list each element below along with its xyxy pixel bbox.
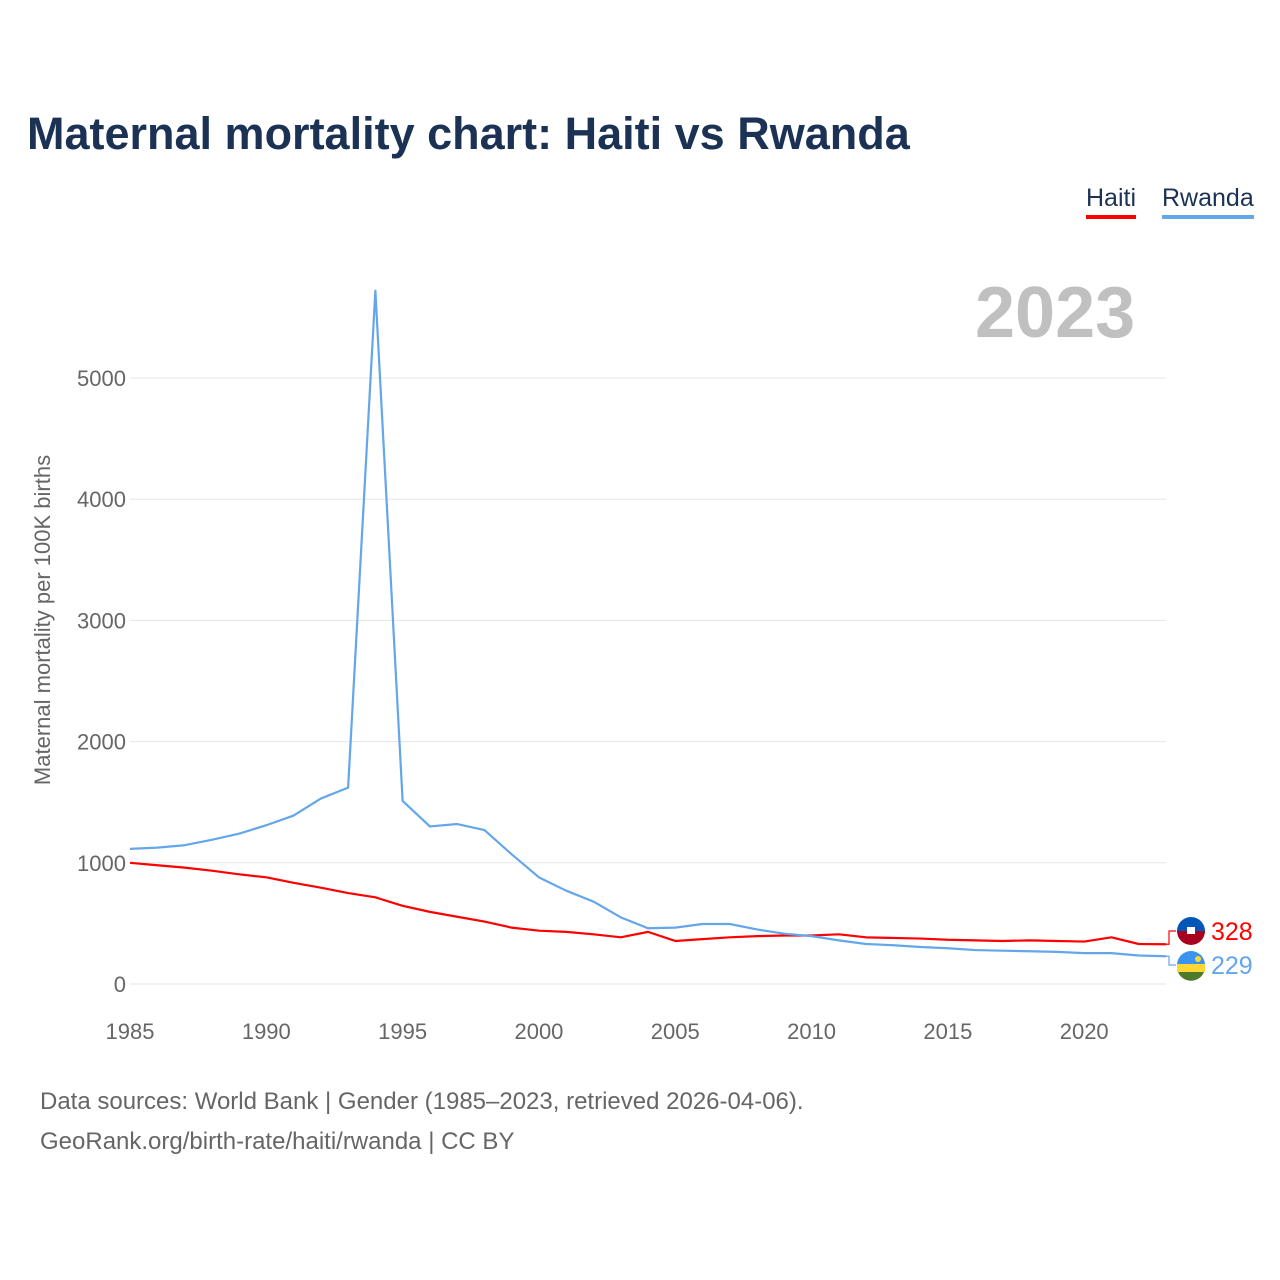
rwanda-sun-icon <box>1195 956 1201 962</box>
end-connector <box>1166 930 1176 945</box>
rwanda-flag-icon <box>1178 972 1204 981</box>
legend-rwanda[interactable]: Rwanda <box>1162 184 1254 219</box>
data-source-text: Data sources: World Bank | Gender (1985–… <box>40 1088 804 1115</box>
series-line-rwanda <box>129 289 1167 958</box>
x-tick-label: 2020 <box>1060 1019 1109 1044</box>
source-link[interactable]: GeoRank.org/birth-rate/haiti/rwanda | CC… <box>40 1128 515 1155</box>
year-watermark: 2023 <box>975 273 1136 353</box>
haiti-flag-icon <box>1177 917 1205 931</box>
end-connector <box>1166 955 1176 966</box>
x-tick-label: 2005 <box>651 1019 700 1044</box>
y-axis-label: Maternal mortality per 100K births <box>30 455 55 785</box>
y-tick-label: 4000 <box>77 487 126 512</box>
x-tick-label: 2010 <box>787 1019 836 1044</box>
end-value-label-rwanda: 229 <box>1211 952 1253 980</box>
x-tick-label: 1990 <box>242 1019 291 1044</box>
x-tick-label: 2015 <box>923 1019 972 1044</box>
x-tick-label: 1985 <box>106 1019 155 1044</box>
haiti-flag-emblem-icon <box>1187 927 1195 934</box>
y-tick-label: 1000 <box>77 851 126 876</box>
y-tick-label: 0 <box>114 972 126 997</box>
x-tick-label: 2000 <box>514 1019 563 1044</box>
haiti-flag-icon <box>1177 931 1205 945</box>
chart-title: Maternal mortality chart: Haiti vs Rwand… <box>27 108 910 159</box>
legend-haiti[interactable]: Haiti <box>1086 184 1137 219</box>
y-tick-label: 3000 <box>77 608 126 633</box>
rwanda-flag-icon <box>1177 964 1205 972</box>
end-value-label-haiti: 328 <box>1211 918 1253 946</box>
x-tick-label: 1995 <box>378 1019 427 1044</box>
y-tick-label: 5000 <box>77 366 126 391</box>
series-line-haiti <box>129 861 1167 946</box>
y-tick-label: 2000 <box>77 730 126 755</box>
